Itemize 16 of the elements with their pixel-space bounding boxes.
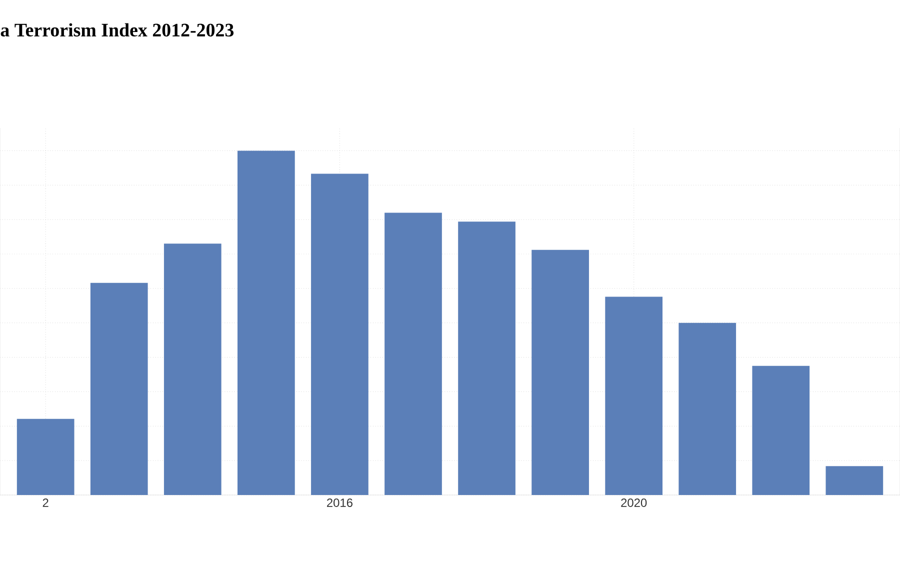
bar bbox=[90, 282, 148, 495]
bar bbox=[311, 174, 368, 495]
bar bbox=[238, 150, 295, 495]
x-tick-label: 2020 bbox=[621, 498, 647, 507]
bar bbox=[678, 322, 736, 495]
bar bbox=[384, 212, 442, 495]
x-tick-label: 2 bbox=[42, 498, 48, 507]
bar bbox=[164, 244, 222, 495]
bar bbox=[532, 250, 589, 495]
bar bbox=[458, 222, 516, 495]
x-tick-label: 2016 bbox=[327, 498, 352, 507]
chart-title: a Terrorism Index 2012-2023 bbox=[0, 23, 234, 37]
bar bbox=[605, 296, 663, 495]
bar bbox=[826, 466, 884, 495]
bar bbox=[752, 366, 810, 495]
bar bbox=[16, 418, 74, 495]
